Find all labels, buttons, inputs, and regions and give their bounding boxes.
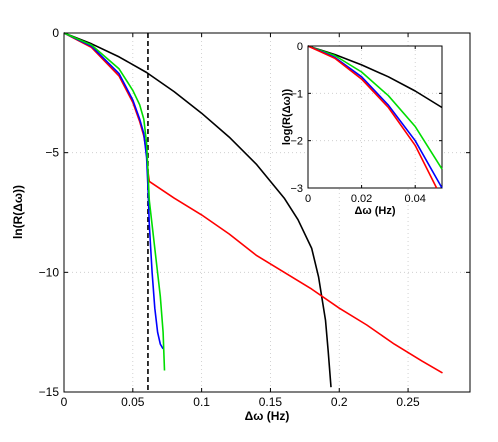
inset-y-tick-label: −3 (290, 183, 303, 195)
main-ticks: 0 0.05 0.1 0.15 0.2 0.25−15−10−50 (39, 26, 470, 409)
inset-x-tick-label: 0 (305, 193, 311, 205)
main-y-axis-label: ln(R(Δω)) (11, 185, 25, 239)
inset-y-axis-label: log(R(Δω)) (281, 89, 293, 146)
main-x-tick-label: 0.2 (331, 395, 348, 409)
inset-x-tick-label: 0.04 (404, 193, 425, 205)
main-x-axis-label: Δω (Hz) (245, 409, 290, 423)
inset-chart: 0 0.02 0.04 −3 −2 −1 0 Δω (Hz) log(R(Δω)) (281, 41, 443, 217)
main-y-tick-label: −15 (39, 385, 60, 399)
main-series-line-0 (63, 32, 332, 388)
inset-plot-area (307, 45, 443, 189)
main-x-tick-label: 0.25 (396, 395, 420, 409)
inset-y-tick-label: −1 (290, 88, 303, 100)
main-x-tick-label: 0 (61, 395, 68, 409)
inset-y-tick-label: −2 (290, 136, 303, 148)
main-y-tick-label: 0 (52, 26, 59, 40)
main-series-line-1 (63, 32, 443, 374)
main-x-tick-label: 0.1 (193, 395, 210, 409)
main-y-tick-label: −5 (45, 146, 59, 160)
inset-ticks: 0 0.02 0.04 −3 −2 −1 0 (290, 41, 442, 205)
inset-series-line-3 (307, 45, 438, 189)
inset-y-tick-label: 0 (297, 41, 303, 53)
main-x-tick-label: 0.05 (121, 395, 145, 409)
inset-series-line-1 (307, 45, 443, 170)
main-series-line-3 (63, 32, 166, 371)
main-x-tick-label: 0.15 (259, 395, 283, 409)
inset-series (307, 45, 443, 189)
inset-x-tick-label: 0.02 (351, 193, 372, 205)
main-y-tick-label: −10 (39, 265, 60, 279)
main-series (63, 32, 443, 392)
inset-x-axis-label: Δω (Hz) (354, 205, 395, 217)
